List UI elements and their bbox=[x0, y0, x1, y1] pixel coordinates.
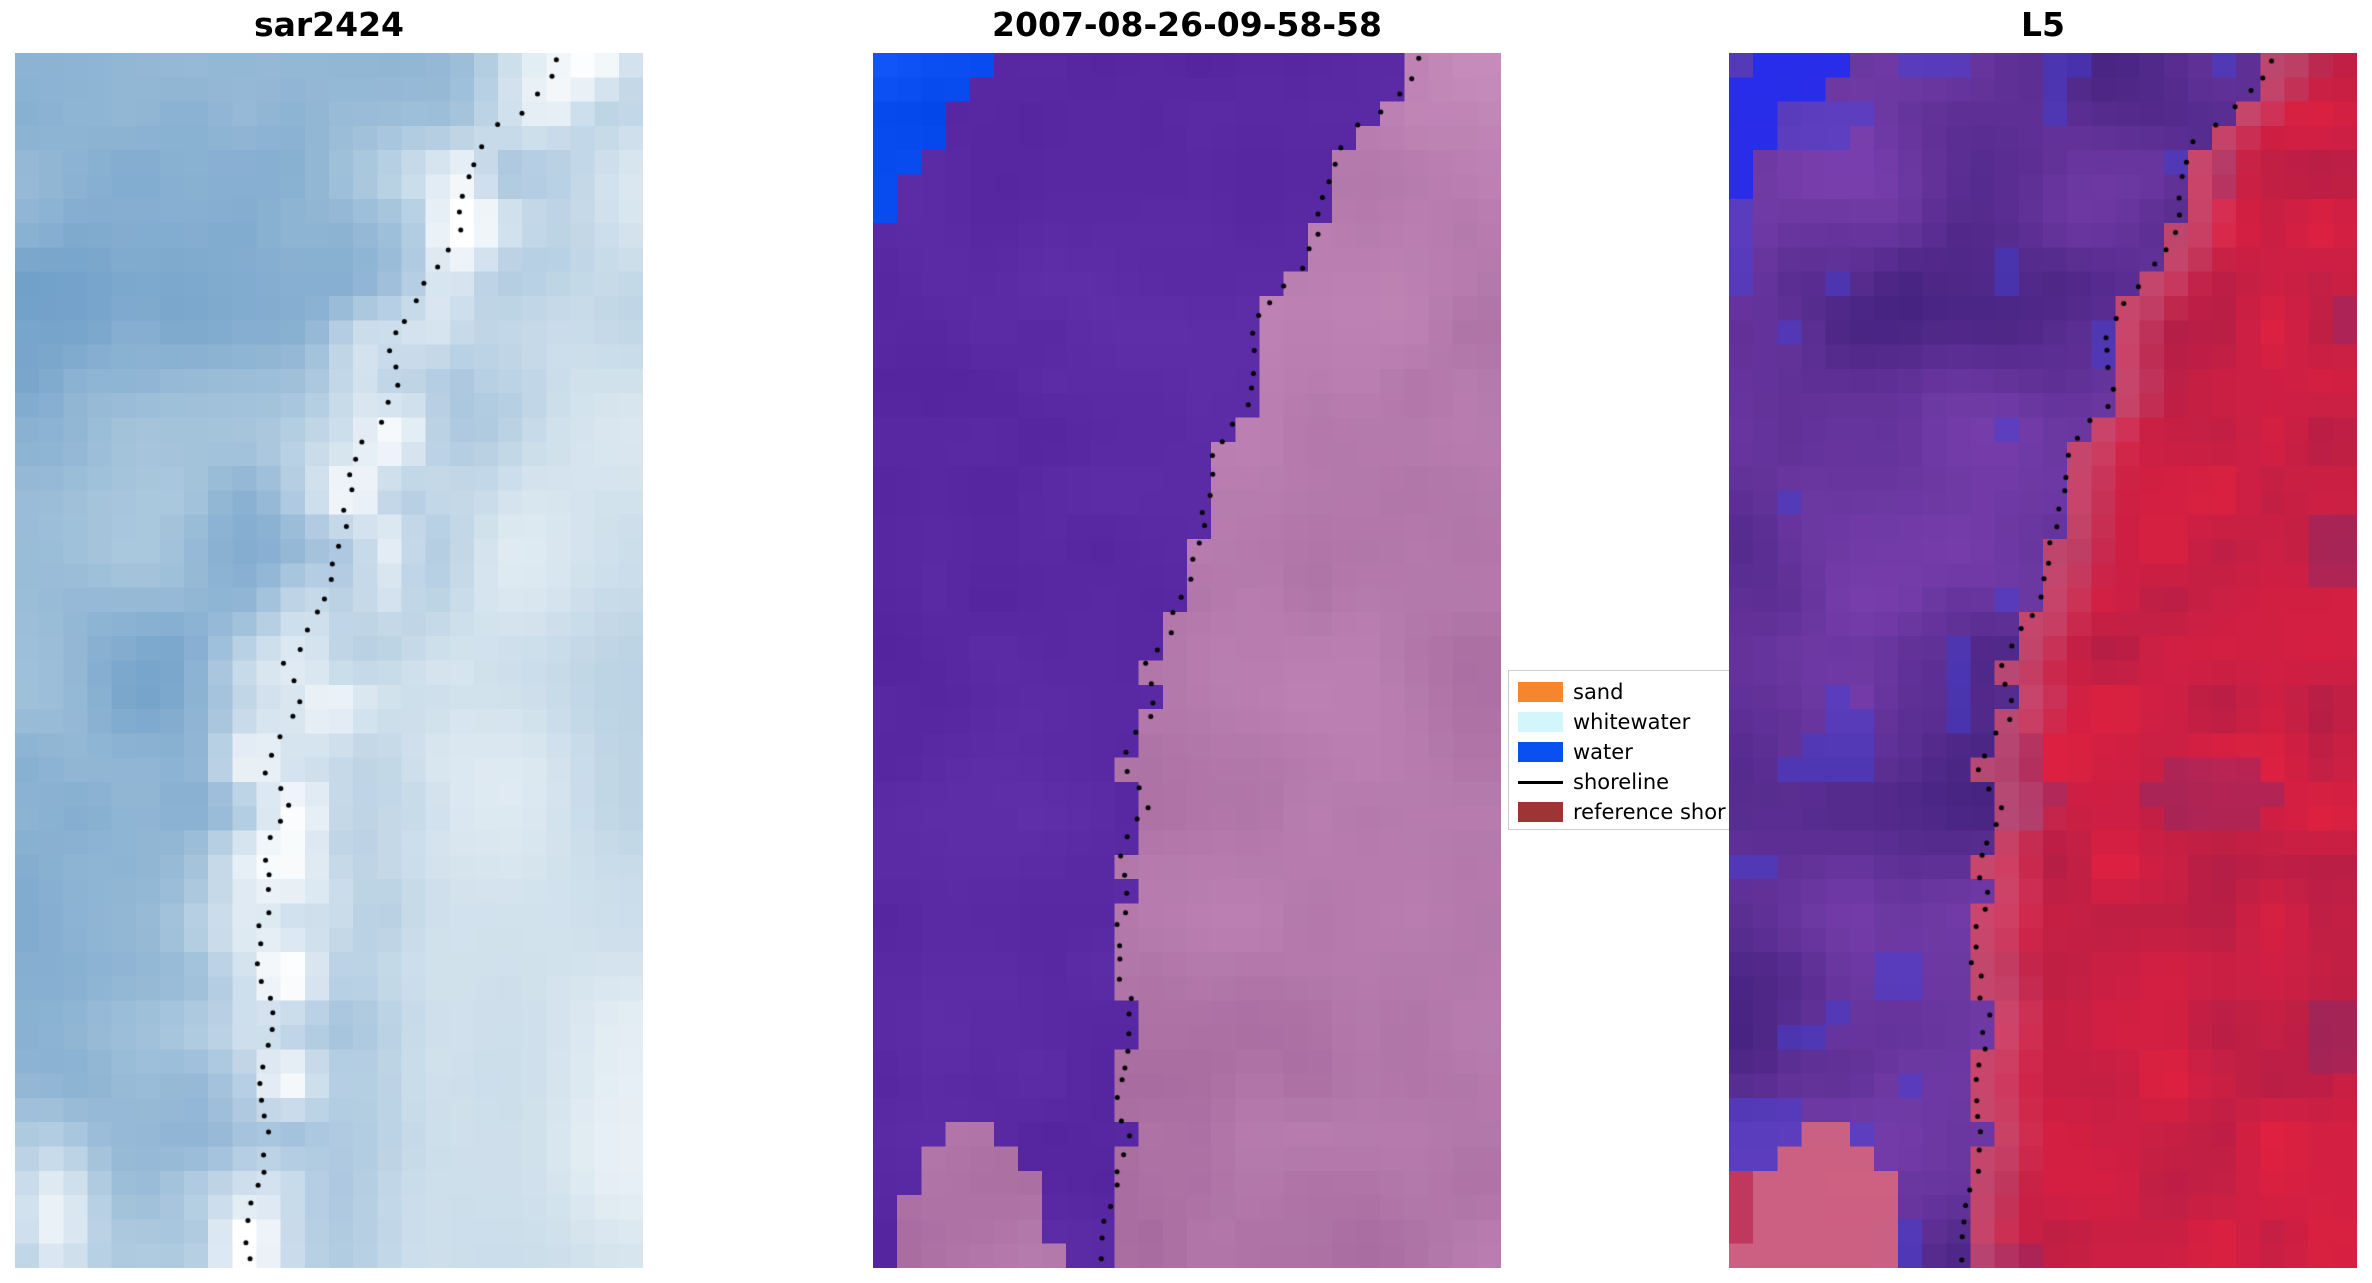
legend-item: sand bbox=[1518, 677, 1729, 707]
legend-item: water bbox=[1518, 737, 1729, 767]
panel-l5-dots bbox=[1729, 53, 2357, 1268]
panel-classified-dots bbox=[873, 53, 1501, 1268]
panel-title-sar2424: sar2424 bbox=[253, 5, 405, 44]
whitewater-color-swatch bbox=[1518, 712, 1563, 732]
legend: sand whitewater water shoreline reference sh… bbox=[1508, 670, 1730, 830]
panel-title-l5: L5 bbox=[2021, 5, 2065, 44]
legend-label: shoreline bbox=[1573, 770, 1670, 794]
panel-sar2424 bbox=[15, 53, 643, 1268]
sand-color-swatch bbox=[1518, 682, 1563, 702]
panel-title-timestamp: 2007-08-26-09-58-58 bbox=[992, 5, 1382, 44]
legend-label: whitewater bbox=[1573, 710, 1691, 734]
panel-l5 bbox=[1729, 53, 2357, 1268]
legend-item: reference shor bbox=[1518, 797, 1729, 827]
legend-item: shoreline bbox=[1518, 767, 1729, 797]
legend-item: whitewater bbox=[1518, 707, 1729, 737]
reference-color-swatch bbox=[1518, 802, 1563, 822]
legend-label: water bbox=[1573, 740, 1633, 764]
legend-label: sand bbox=[1573, 680, 1624, 704]
shoreline-line-swatch bbox=[1518, 780, 1563, 784]
panel-sar-dots bbox=[15, 53, 643, 1268]
legend-label: reference shor bbox=[1573, 800, 1726, 824]
panel-timestamp bbox=[873, 53, 1501, 1268]
water-color-swatch bbox=[1518, 742, 1563, 762]
